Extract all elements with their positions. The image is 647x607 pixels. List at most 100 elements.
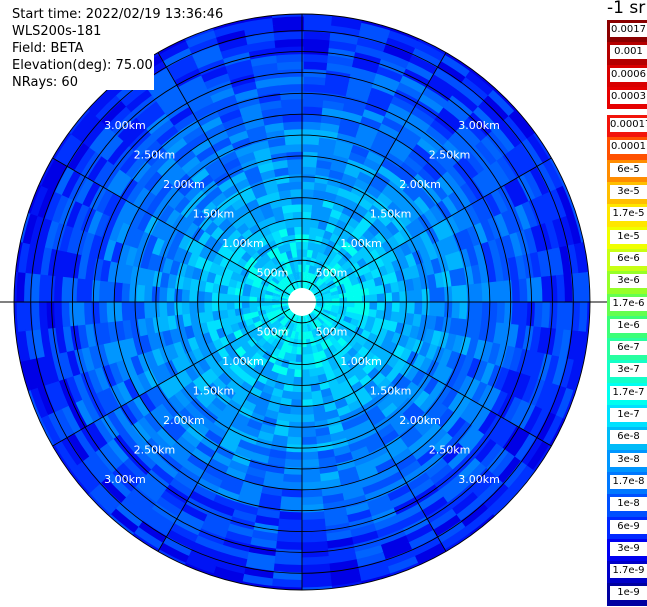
beta-cell <box>473 283 483 304</box>
beta-cell <box>226 285 236 295</box>
beta-cell <box>38 272 49 302</box>
beta-cell <box>177 353 192 370</box>
beta-cell <box>172 411 192 431</box>
beta-cell <box>81 455 107 484</box>
beta-cell <box>327 314 337 322</box>
beta-cell <box>321 311 330 318</box>
beta-cell <box>72 202 90 231</box>
beta-cell <box>542 158 565 191</box>
beta-cell <box>165 242 179 261</box>
beta-cell <box>473 360 489 383</box>
beta-cell <box>341 110 364 124</box>
beta-cell <box>404 365 420 383</box>
beta-cell <box>398 424 419 443</box>
beta-cell <box>413 196 431 215</box>
beta-cell <box>191 240 205 257</box>
beta-cell <box>399 347 413 364</box>
beta-cell <box>323 246 333 257</box>
beta-cell <box>223 530 253 546</box>
beta-cell <box>255 324 266 334</box>
beta-cell <box>106 280 116 302</box>
beta-cell <box>29 214 46 246</box>
beta-cell <box>286 329 293 339</box>
beta-cell <box>416 137 440 158</box>
instrument-label: WLS200s-181 <box>12 24 102 39</box>
beta-cell <box>177 368 193 387</box>
beta-cell <box>471 200 489 224</box>
beta-cell <box>268 316 278 325</box>
beta-cell <box>190 541 221 560</box>
beta-cell <box>286 273 293 283</box>
beta-cell <box>508 147 532 176</box>
beta-cell <box>459 248 472 269</box>
beta-cell <box>313 275 321 284</box>
beta-cell <box>211 291 220 302</box>
beta-cell <box>274 286 283 293</box>
beta-cell <box>302 218 312 228</box>
beta-cell <box>376 377 392 393</box>
beta-cell <box>322 273 331 283</box>
beta-cell <box>439 526 471 551</box>
beta-cell <box>534 380 553 411</box>
beta-cell <box>396 81 424 102</box>
beta-cell <box>551 328 565 359</box>
beta-cell <box>294 279 299 288</box>
beta-cell <box>338 270 349 280</box>
beta-cell <box>418 93 446 115</box>
beta-cell <box>218 438 238 454</box>
beta-cell <box>271 295 280 300</box>
beta-cell <box>313 286 321 294</box>
beta-cell <box>357 171 375 186</box>
beta-cell <box>541 276 551 304</box>
beta-cell <box>122 224 138 247</box>
beta-cell <box>206 185 224 202</box>
beta-cell <box>173 287 183 302</box>
beta-cell <box>301 354 309 363</box>
beta-cell <box>411 441 434 462</box>
beta-cell <box>67 141 91 171</box>
beta-cell <box>229 322 241 333</box>
beta-cell <box>451 421 473 445</box>
beta-cell <box>240 480 263 494</box>
beta-cell <box>222 354 235 368</box>
beta-cell <box>98 279 108 302</box>
beta-cell <box>151 347 165 367</box>
beta-cell <box>219 108 243 124</box>
beta-cell <box>135 99 163 124</box>
beta-cell <box>247 458 268 472</box>
colorbar-swatch: 1e-7 <box>607 405 647 428</box>
beta-cell <box>154 402 174 424</box>
beta-cell <box>367 501 394 518</box>
beta-cell <box>535 194 554 225</box>
beta-cell <box>249 205 263 218</box>
beta-cell <box>318 244 328 255</box>
beta-cell <box>94 93 123 122</box>
beta-cell <box>408 54 440 76</box>
beta-cell <box>526 133 551 165</box>
beta-cell <box>379 535 410 554</box>
beta-cell <box>81 395 101 423</box>
beta-cell <box>268 279 278 287</box>
beta-cell <box>249 451 270 465</box>
beta-cell <box>503 181 523 209</box>
beta-cell <box>271 298 280 302</box>
beta-cell <box>398 510 427 530</box>
beta-cell <box>466 357 482 380</box>
beta-cell <box>350 277 360 287</box>
beta-cell <box>353 412 370 427</box>
beta-cell <box>109 195 128 220</box>
beta-cell <box>424 458 449 480</box>
beta-cell <box>294 226 303 235</box>
beta-cell <box>363 380 378 395</box>
beta-cell <box>117 242 131 265</box>
beta-cell <box>271 434 288 445</box>
beta-cell <box>29 356 45 389</box>
beta-cell <box>439 237 453 257</box>
beta-cell <box>60 300 71 328</box>
beta-cell <box>170 60 200 81</box>
beta-cell <box>218 292 228 302</box>
beta-cell <box>419 230 434 248</box>
beta-cell <box>387 102 413 121</box>
beta-cell <box>341 487 365 502</box>
beta-cell <box>366 316 377 326</box>
